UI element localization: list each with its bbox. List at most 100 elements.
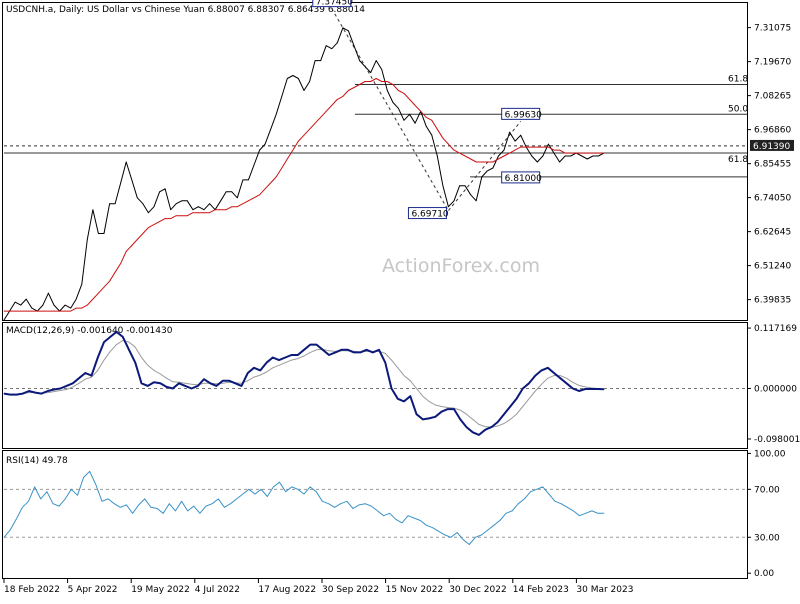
- price-line-point: [164, 188, 166, 190]
- macd-line-point: [547, 367, 549, 369]
- moving-average-line-point: [486, 161, 488, 163]
- rsi-line-point: [462, 539, 464, 541]
- moving-average-line-point: [20, 310, 22, 312]
- macd-signal-line-point: [566, 377, 567, 379]
- price-line-point: [314, 60, 316, 61]
- macd-line-point: [41, 393, 42, 394]
- rsi-line-point: [40, 498, 42, 500]
- price-line-point: [3, 319, 5, 321]
- x-tick-label: 14 Feb 2023: [513, 585, 569, 595]
- macd-line-point: [259, 370, 261, 371]
- rsi-line-point: [230, 503, 231, 505]
- macd-signal-line-point: [278, 364, 280, 366]
- price-line-point: [220, 200, 222, 202]
- price-line-point: [586, 158, 588, 160]
- rsi-line-point: [432, 527, 433, 529]
- price-line-point: [442, 185, 444, 187]
- moving-average-line-point: [525, 146, 527, 148]
- macd-signal-line-point: [97, 370, 99, 371]
- rsi-line-point: [328, 503, 329, 505]
- rsi-line-point: [260, 488, 262, 490]
- price-line-point: [48, 292, 49, 294]
- price-line-point: [592, 155, 594, 157]
- macd-line-point: [72, 382, 74, 384]
- macd-line-point: [241, 385, 242, 387]
- price-line-point: [509, 131, 510, 133]
- macd-line-point: [397, 398, 399, 400]
- macd-signal-line-point: [503, 423, 505, 424]
- macd-signal-line-point: [84, 378, 86, 380]
- macd-signal-line-point: [216, 383, 217, 385]
- macd-line-point: [153, 381, 155, 383]
- macd-signal-line-point: [297, 358, 299, 359]
- price-line-point: [186, 200, 188, 202]
- macd-signal-line-point: [416, 388, 417, 389]
- moving-average-line-point: [392, 84, 394, 85]
- moving-average-line-point: [148, 227, 149, 229]
- macd-signal-line-point: [203, 382, 205, 384]
- rsi-line-point: [64, 498, 66, 500]
- rsi-line-point: [22, 506, 23, 508]
- moving-average-line-point: [498, 158, 499, 160]
- price-callout-box: [312, 0, 352, 8]
- moving-average-line-point: [64, 310, 66, 312]
- price-line-point: [409, 113, 410, 115]
- moving-average-line-point: [503, 155, 505, 157]
- price-line-point: [131, 179, 133, 181]
- rsi-line-point: [517, 503, 519, 505]
- rsi-line-point: [15, 518, 17, 520]
- macd-signal-line-point: [53, 391, 55, 392]
- rsi-line-point: [175, 510, 176, 512]
- rsi-line-point: [419, 520, 421, 521]
- macd-line-point: [97, 357, 99, 358]
- macd-line-point: [478, 434, 480, 436]
- price-line-point: [320, 60, 322, 61]
- macd-line-point: [3, 393, 5, 394]
- price-line-point: [436, 155, 438, 157]
- macd-signal-line-point: [228, 381, 230, 383]
- rsi-line-point: [542, 486, 544, 488]
- moving-average-line-point: [386, 81, 388, 82]
- price-line-point: [564, 155, 566, 157]
- macd-signal-line-point: [391, 359, 392, 361]
- rsi-line-point: [168, 503, 170, 505]
- macd-line-point: [484, 429, 486, 431]
- price-line-point: [175, 203, 177, 205]
- macd-line-point: [347, 349, 349, 351]
- price-line-point: [86, 239, 88, 240]
- price-line-point: [248, 179, 249, 181]
- rsi-line-point: [199, 512, 201, 514]
- macd-line-point: [34, 392, 36, 393]
- price-line-point: [536, 161, 538, 163]
- macd-signal-line-point: [303, 355, 305, 357]
- macd-line-point: [378, 349, 380, 351]
- moving-average-line-point: [553, 149, 555, 151]
- price-line-point: [425, 125, 427, 127]
- price-axis-tick-label: 6.51240: [754, 262, 791, 272]
- macd-signal-line-point: [266, 371, 267, 373]
- moving-average-line-point: [209, 212, 211, 214]
- rsi-line-point: [438, 530, 440, 532]
- moving-average-line-point: [214, 209, 216, 211]
- price-line-point: [270, 128, 272, 130]
- moving-average-line-point: [114, 271, 116, 273]
- moving-average-line-point: [220, 209, 222, 211]
- price-line-point: [120, 182, 122, 184]
- macd-line-point: [359, 352, 361, 353]
- price-line-point: [548, 143, 549, 145]
- macd-signal-line-point: [466, 413, 467, 415]
- rsi-line-point: [450, 536, 452, 538]
- moving-average-line-point: [248, 200, 249, 202]
- fib-level-label: 61.8: [728, 155, 748, 165]
- rsi-line-point: [181, 500, 183, 502]
- moving-average-line-point: [70, 310, 72, 312]
- moving-average-line-point: [309, 128, 310, 130]
- price-line-point: [553, 152, 555, 154]
- price-line-point: [431, 134, 433, 136]
- macd-signal-line-point: [116, 344, 117, 345]
- price-line-point: [381, 69, 383, 70]
- rsi-line-point: [499, 520, 501, 521]
- moving-average-line-point: [86, 304, 88, 306]
- moving-average-line-point: [231, 206, 233, 208]
